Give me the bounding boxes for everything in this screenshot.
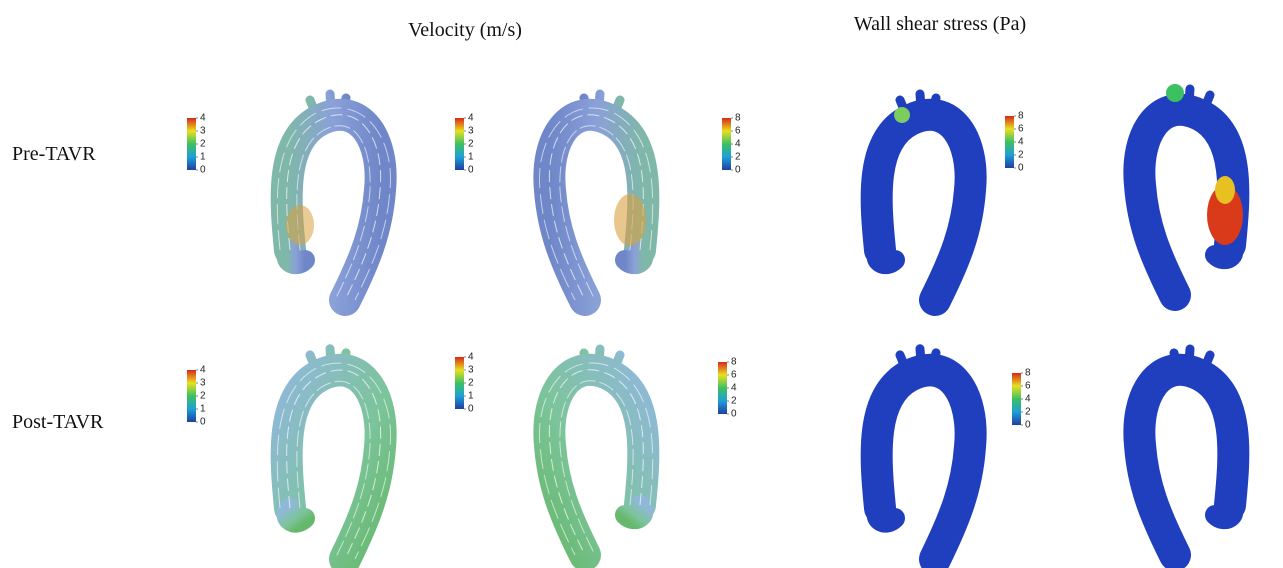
colorbar — [455, 118, 464, 170]
colorbar — [187, 370, 196, 422]
colorbar-tick-label: 6 — [1025, 381, 1031, 392]
page: {"columns": ["Velocity (m/s)", "Wall she… — [0, 0, 1283, 568]
colorbar-tick-label: 0 — [200, 417, 206, 428]
colorbar-tick-label: 6 — [731, 370, 737, 381]
colorbar-tick-label: 2 — [735, 152, 741, 163]
colorbar-tick-label: 4 — [200, 113, 206, 124]
colorbar-tick-label: 3 — [200, 126, 206, 137]
colorbar-tick-label: 0 — [735, 165, 741, 176]
aorta-image — [277, 94, 390, 300]
colorbar-tick-label: 4 — [468, 352, 474, 363]
colorbar — [1012, 373, 1021, 425]
colorbar-tick-label: 0 — [468, 404, 474, 415]
aorta-image — [277, 349, 390, 559]
colorbar-tick-label: 2 — [468, 139, 474, 150]
colorbar — [187, 118, 196, 170]
aorta-image — [539, 94, 652, 300]
colorbar-tick-label: 2 — [468, 378, 474, 389]
colorbar-tick-label: 1 — [468, 391, 474, 402]
colorbar-tick-label: 4 — [735, 139, 741, 150]
colorbar-tick-label: 2 — [200, 139, 206, 150]
colorbar-tick-label: 8 — [735, 113, 741, 124]
colorbar-tick-label: 4 — [1018, 137, 1024, 148]
colorbar-tick-label: 2 — [731, 396, 737, 407]
colorbar-tick-label: 3 — [468, 126, 474, 137]
row-label: Pre-TAVR — [12, 143, 96, 165]
colorbar-tick-label: 4 — [200, 365, 206, 376]
aorta-image — [877, 94, 971, 300]
aorta-image — [539, 349, 652, 555]
colorbar-tick-label: 0 — [731, 409, 737, 420]
colorbar-tick-label: 4 — [731, 383, 737, 394]
colorbar-tick-label: 3 — [200, 378, 206, 389]
aorta-image — [877, 349, 971, 559]
column-header: Wall shear stress (Pa) — [854, 13, 1026, 35]
colorbar-tick-label: 8 — [1025, 368, 1031, 379]
colorbar-tick-label: 6 — [735, 126, 741, 137]
aorta-image — [1139, 349, 1233, 555]
colorbar-tick-label: 1 — [200, 152, 206, 163]
aorta-image — [1139, 84, 1243, 295]
colorbar — [1005, 116, 1014, 168]
colorbar-tick-label: 1 — [200, 404, 206, 415]
colorbar-tick-label: 3 — [468, 365, 474, 376]
column-header: Velocity (m/s) — [408, 19, 522, 41]
colorbar — [718, 362, 727, 414]
colorbar-tick-label: 1 — [468, 152, 474, 163]
colorbar-tick-label: 0 — [1018, 163, 1024, 174]
colorbar-tick-label: 6 — [1018, 124, 1024, 135]
colorbar — [722, 118, 731, 170]
colorbar-tick-label: 8 — [731, 357, 737, 368]
colorbar-tick-label: 2 — [200, 391, 206, 402]
colorbar-tick-label: 8 — [1018, 111, 1024, 122]
colorbar-tick-label: 0 — [200, 165, 206, 176]
figure: Velocity (m/s) Wall shear stress (Pa) Pr… — [0, 0, 1283, 568]
colorbar-tick-label: 0 — [1025, 420, 1031, 431]
colorbar-tick-label: 4 — [468, 113, 474, 124]
colorbar-tick-label: 4 — [1025, 394, 1031, 405]
colorbar — [455, 357, 464, 409]
colorbar-tick-label: 2 — [1025, 407, 1031, 418]
colorbar-tick-label: 0 — [468, 165, 474, 176]
row-label: Post-TAVR — [12, 411, 104, 433]
colorbar-tick-label: 2 — [1018, 150, 1024, 161]
